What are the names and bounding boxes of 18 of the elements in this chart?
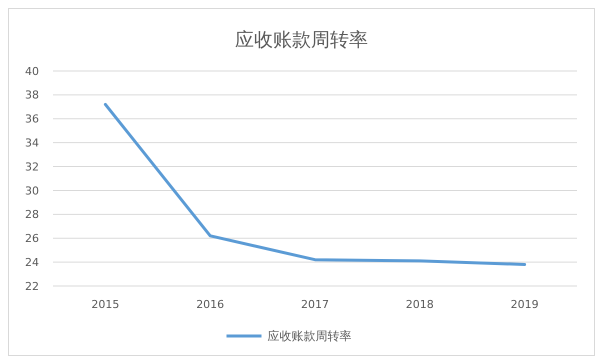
- legend-label: 应收账款周转率: [268, 329, 352, 344]
- y-tick-label: 36: [25, 112, 39, 126]
- x-tick-label: 2018: [406, 298, 434, 311]
- y-tick-label: 26: [25, 232, 39, 246]
- y-tick-label: 34: [25, 136, 39, 150]
- chart-title: 应收账款周转率: [235, 29, 368, 51]
- y-tick-label: 38: [25, 88, 39, 102]
- y-tick-label: 28: [25, 208, 39, 222]
- y-tick-label: 22: [25, 280, 39, 293]
- line-series: [104, 102, 526, 266]
- y-tick-label: 30: [25, 184, 39, 198]
- y-tick-label: 32: [25, 160, 39, 174]
- y-tick-label: 24: [25, 256, 39, 269]
- x-tick-label: 2019: [510, 298, 539, 311]
- x-tick-label: 2016: [196, 298, 224, 311]
- x-tick-label: 2017: [301, 298, 329, 311]
- y-tick-label: 40: [25, 64, 39, 78]
- x-tick-label: 2015: [91, 298, 120, 311]
